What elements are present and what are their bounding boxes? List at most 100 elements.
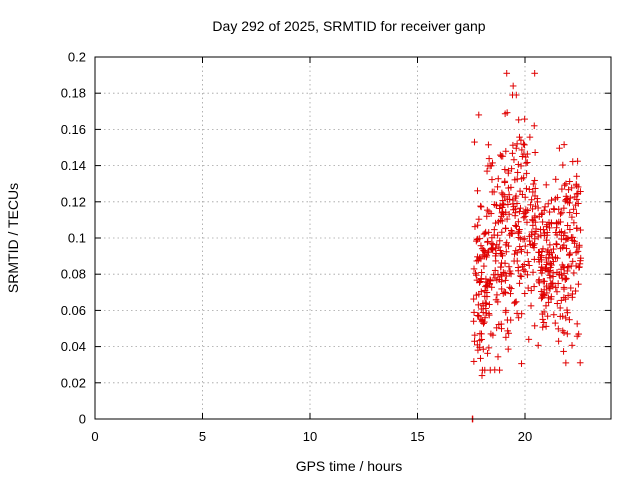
data-point: [474, 312, 481, 319]
data-point: [527, 241, 534, 248]
y-tick-label: 0.16: [61, 122, 86, 137]
y-axis-label: SRMTID / TECUs: [5, 183, 21, 293]
data-point: [547, 280, 555, 288]
data-point: [483, 167, 491, 175]
data-point: [548, 196, 555, 204]
axis-ticks: 0 0.02 0.04 0.06 0.08 0.1 0.12 0.14 0.16 0.18 0.2 0…: [61, 50, 611, 444]
data-point: [499, 252, 506, 260]
y-tick-label: 0.14: [61, 158, 86, 173]
data-point: [528, 216, 536, 224]
data-point: [517, 162, 525, 170]
data-point: [560, 141, 568, 148]
data-point: [503, 69, 511, 77]
data-point: [502, 224, 509, 232]
data-point: [472, 269, 479, 277]
data-point: [572, 287, 579, 295]
data-point: [530, 244, 538, 251]
data-point: [475, 215, 483, 223]
data-point: [493, 201, 500, 209]
data-point: [530, 122, 538, 130]
data-point: [478, 288, 485, 295]
data-point: [476, 235, 483, 242]
data-point: [566, 251, 573, 258]
data-point: [502, 289, 509, 296]
data-point: [543, 282, 550, 290]
data-point: [494, 353, 502, 361]
data-point: [511, 299, 518, 307]
data-point: [573, 196, 581, 203]
data-point: [564, 330, 571, 338]
data-point: [530, 180, 537, 188]
data-point: [523, 170, 530, 177]
data-point: [504, 345, 512, 353]
data-point: [564, 309, 571, 316]
data-point: [484, 350, 491, 357]
data-point: [574, 183, 582, 191]
data-point: [551, 319, 559, 327]
data-point: [549, 273, 557, 280]
data-point: [512, 209, 519, 216]
data-point: [537, 231, 545, 239]
data-point: [544, 246, 552, 254]
data-point: [529, 268, 537, 276]
data-point: [536, 279, 543, 287]
y-tick-label: 0.02: [61, 375, 86, 390]
data-point: [521, 242, 529, 250]
data-point: [552, 195, 559, 203]
data-point: [485, 208, 493, 216]
data-point: [552, 240, 560, 248]
data-point: [560, 232, 567, 239]
data-point: [520, 140, 527, 148]
data-point: [547, 260, 554, 267]
data-point: [563, 196, 571, 203]
data-point: [476, 279, 483, 286]
data-point: [489, 245, 496, 253]
data-point: [520, 150, 528, 158]
data-point: [476, 278, 484, 285]
data-point: [563, 235, 571, 242]
data-point: [519, 191, 526, 198]
data-point: [553, 224, 560, 232]
data-point: [539, 323, 546, 331]
data-point: [576, 359, 584, 367]
data-point: [509, 82, 517, 90]
data-point: [524, 271, 531, 279]
data-point: [562, 236, 570, 244]
data-point: [542, 181, 550, 189]
data-point: [510, 203, 518, 210]
data-point: [529, 205, 536, 213]
data-point: [530, 283, 538, 290]
data-point: [564, 263, 571, 271]
data-point: [501, 166, 509, 173]
data-point: [509, 150, 516, 157]
data-point: [484, 206, 491, 214]
data-point: [540, 319, 548, 326]
data-point: [542, 302, 550, 310]
data-point: [567, 194, 574, 202]
data-point: [543, 221, 551, 228]
data-point: [516, 226, 523, 233]
data-point: [498, 204, 506, 211]
data-point: [540, 207, 548, 214]
plot-frame: [94, 56, 612, 420]
data-point: [494, 271, 502, 278]
data-point: [518, 360, 525, 367]
data-point: [543, 258, 551, 266]
data-point: [547, 295, 555, 303]
data-point: [488, 234, 496, 242]
data-point: [501, 260, 509, 267]
data-point: [521, 115, 528, 123]
data-point: [516, 133, 523, 141]
data-point: [573, 225, 581, 232]
data-point: [503, 109, 511, 116]
data-point: [502, 334, 510, 341]
data-point: [515, 218, 522, 226]
data-point: [470, 358, 478, 365]
data-point: [488, 283, 496, 291]
data-point: [541, 203, 549, 211]
data-point: [521, 235, 529, 243]
data-point: [485, 311, 493, 319]
data-point: [517, 204, 524, 212]
data-point: [496, 247, 504, 254]
x-tick-label: 0: [91, 429, 98, 444]
